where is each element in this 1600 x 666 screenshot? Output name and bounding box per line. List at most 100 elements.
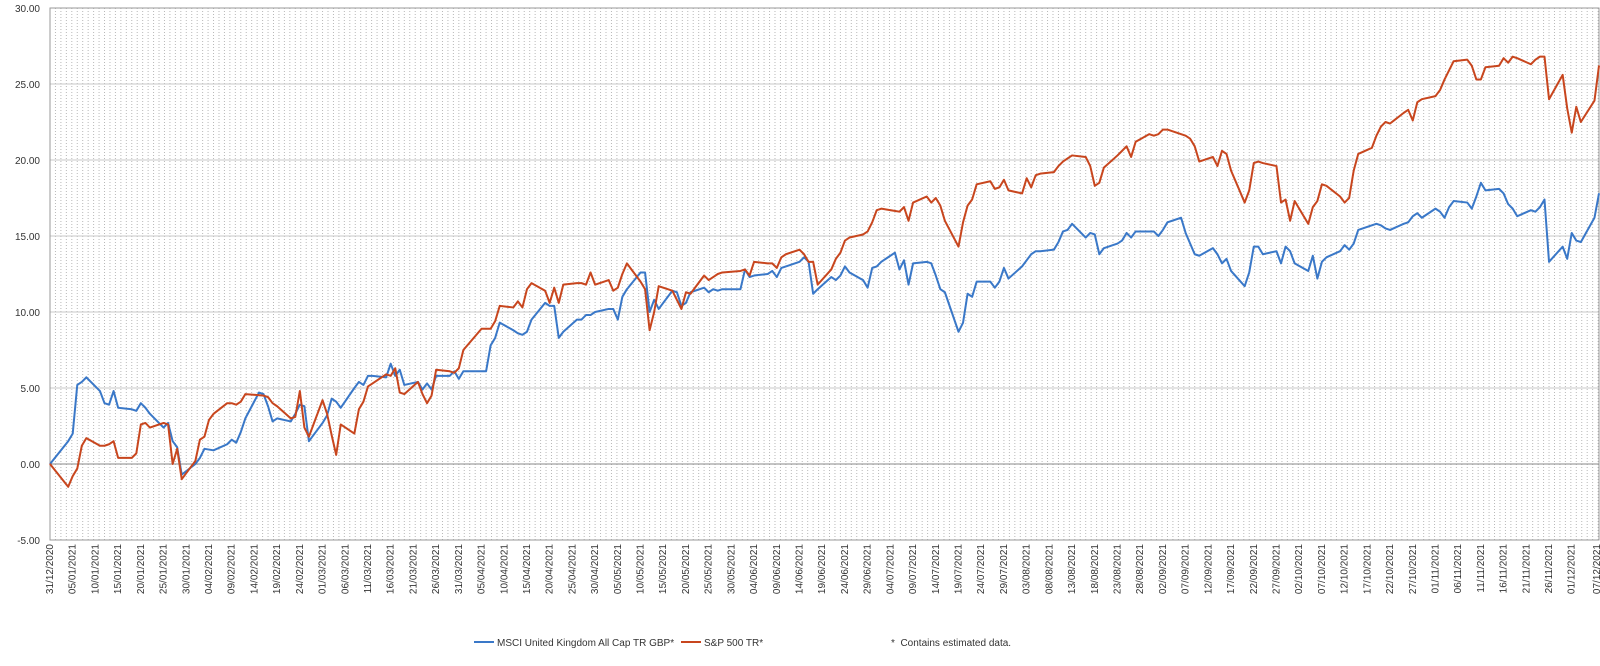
x-tick-label: 04/02/2021 [204, 544, 215, 594]
data-point [244, 417, 246, 419]
data-point [1198, 160, 1200, 163]
x-tick-label: 12/09/2021 [1203, 544, 1214, 594]
data-point [1030, 186, 1032, 188]
data-point [399, 391, 401, 394]
data-point [1230, 170, 1232, 172]
data-point [1443, 78, 1446, 81]
data-point [1216, 253, 1219, 255]
data-point [72, 433, 74, 435]
data-point [385, 373, 387, 375]
x-tick-label: 10/01/2021 [90, 544, 101, 594]
data-point [208, 419, 210, 421]
data-point [1148, 133, 1150, 135]
data-point [744, 268, 746, 271]
data-point [1503, 192, 1505, 195]
y-tick-label: 10.00 [15, 308, 40, 319]
data-point [553, 287, 555, 289]
data-point [1471, 208, 1473, 210]
data-point [162, 422, 165, 424]
data-point [612, 290, 614, 292]
data-point [1412, 119, 1414, 122]
x-tick-label: 26/03/2021 [431, 544, 442, 594]
x-tick-label: 27/09/2021 [1271, 544, 1282, 594]
data-point [562, 331, 564, 333]
data-point [1375, 223, 1378, 225]
data-point [235, 442, 237, 444]
x-tick-label: 31/03/2021 [454, 544, 465, 594]
data-point [426, 402, 428, 404]
data-point [135, 410, 137, 412]
data-point [608, 279, 610, 281]
data-point [353, 387, 355, 389]
data-point [99, 445, 101, 447]
data-point [308, 440, 310, 442]
data-point [371, 375, 374, 377]
data-point [358, 408, 360, 410]
data-point [812, 261, 814, 263]
data-point [1548, 98, 1550, 100]
data-point [776, 276, 778, 278]
x-tick-label: 19/06/2021 [817, 544, 828, 594]
data-point [1412, 215, 1414, 217]
data-point [780, 256, 782, 258]
data-point [1085, 236, 1087, 239]
data-point [1312, 206, 1314, 208]
data-point [1221, 150, 1223, 152]
x-tick-label: 30/01/2021 [181, 544, 192, 594]
data-point [1212, 156, 1214, 158]
data-point [544, 290, 546, 292]
data-point [994, 287, 996, 289]
data-point [231, 439, 233, 441]
x-tick-label: 09/02/2021 [227, 544, 238, 594]
legend-label-sp500: S&P 500 TR* [704, 638, 763, 649]
data-point [499, 305, 501, 307]
data-point [371, 382, 374, 385]
y-tick-label: 15.00 [15, 232, 40, 243]
data-point [1348, 197, 1350, 199]
data-point [76, 467, 78, 470]
data-point [844, 239, 846, 242]
data-point [1421, 98, 1423, 100]
data-point [162, 426, 165, 429]
x-tick-label: 01/03/2021 [318, 544, 329, 594]
data-point [1166, 129, 1169, 131]
series-line [49, 55, 1600, 488]
data-point [1539, 206, 1541, 208]
x-tick-label: 06/11/2021 [1453, 544, 1464, 594]
data-point [957, 246, 960, 248]
data-point [1085, 156, 1087, 158]
data-point [594, 284, 596, 286]
data-point [1116, 154, 1119, 157]
data-point [1357, 153, 1359, 155]
data-point [226, 443, 228, 445]
data-point [780, 267, 782, 269]
data-point [1598, 65, 1600, 67]
data-point [930, 201, 932, 204]
x-tick-label: 11/03/2021 [363, 544, 374, 594]
data-point [912, 201, 914, 204]
y-tick-label: 20.00 [15, 156, 40, 167]
data-point [817, 284, 819, 286]
data-point [67, 440, 69, 442]
data-point [1257, 246, 1259, 248]
data-point [521, 306, 524, 309]
data-point [1157, 235, 1159, 237]
data-point [1512, 56, 1514, 58]
x-tick-label: 31/12/2020 [45, 544, 56, 594]
data-point [149, 426, 151, 429]
data-point [1094, 185, 1096, 187]
data-point [144, 407, 146, 409]
data-point [526, 288, 528, 290]
data-point [403, 393, 405, 395]
data-point [99, 390, 101, 392]
x-tick-label: 02/09/2021 [1158, 544, 1169, 594]
data-point [1371, 147, 1373, 149]
data-point [989, 180, 991, 182]
data-point [1130, 156, 1132, 158]
data-point [1530, 63, 1532, 65]
x-tick-label: 14/06/2021 [795, 544, 806, 594]
x-tick-label: 23/08/2021 [1112, 544, 1123, 594]
data-point [1262, 162, 1264, 164]
data-point [290, 420, 292, 423]
data-point [490, 328, 492, 330]
